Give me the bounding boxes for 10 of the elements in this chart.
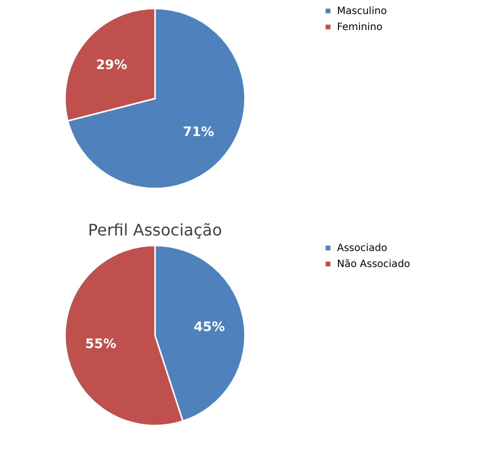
legend-label: Feminino (337, 22, 382, 33)
data-label: 45% (194, 320, 225, 335)
chart-title: Perfil Associação (88, 220, 222, 240)
data-label: 29% (96, 58, 128, 73)
legend-label: Associado (337, 243, 388, 254)
pie-slice (67, 8, 246, 190)
data-label: 55% (85, 337, 116, 352)
legend-label: Masculino (337, 6, 387, 17)
data-label: 71% (182, 125, 214, 140)
legend-label: Não Associado (337, 259, 410, 270)
